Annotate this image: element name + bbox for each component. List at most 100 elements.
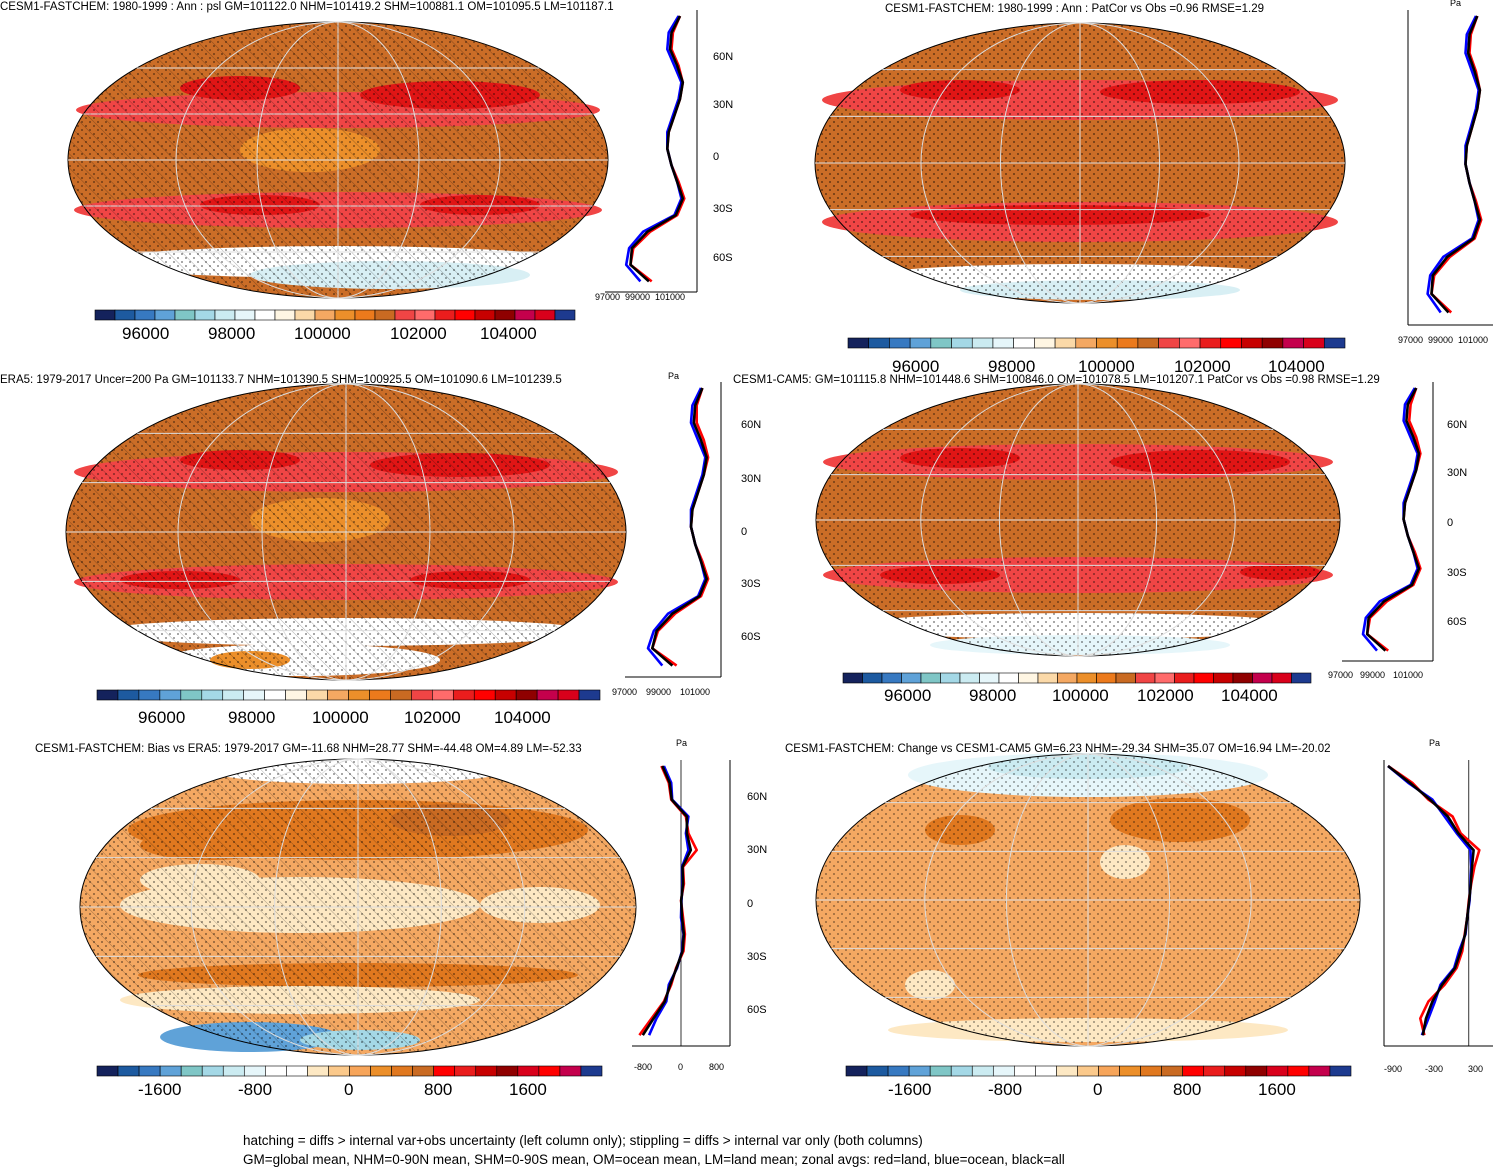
footer-hatching-note: hatching = diffs > internal var+obs unce… [243,1133,923,1148]
panel-3-lat-tick: 30N [741,473,761,485]
panel-3-colorbar-swatch [473,689,496,701]
panel-3-colorbar-swatch [180,689,203,701]
panel-3-x-tick: 101000 [680,687,710,697]
panel-5-colorbar-tick: 0 [344,1080,353,1099]
panel-1-colorbar: 96000 98000 100000 102000 104000 [122,324,537,343]
panel-4-colorbar-swatch [979,672,1000,684]
panel-1-colorbar-tick: 98000 [208,324,255,343]
panel-4-x-tick: 97000 [1328,670,1353,680]
panel-6-colorbar-swatch [1077,1065,1099,1077]
panel-6-colorbar-swatch [1140,1065,1162,1077]
panel-3-colorbar-tick: 100000 [312,708,369,727]
panel-4-colorbar-swatch [1232,672,1253,684]
panel-1-colorbar-swatch [234,309,256,321]
panel-2-colorbar-tick: 100000 [1078,357,1135,376]
panel-5-colorbar-swatch [391,1065,413,1077]
panel-5-colorbar-swatch [159,1065,182,1077]
panel-1-colorbar-swatch [254,309,276,321]
panel-1-lat-tick: 30N [713,99,733,111]
panel-3-axis-unit: Pa [668,371,679,381]
panel-3-colorbar-swatch [390,689,412,701]
panel-2-colorbar-swatch [1179,337,1201,349]
panel-6-colorbar-tick: 1600 [1258,1080,1296,1099]
panel-1-colorbar-swatch [274,309,296,321]
panel-5-zonal: Pa 60N 30N 0 30S 60S -800 0 800 [632,738,767,1072]
panel-6-colorbar-swatch [908,1065,931,1077]
panel-6-colorbar-swatch [950,1065,973,1077]
panel-5-colorbar-swatch [412,1065,434,1077]
panel-6-colorbar-swatch [845,1065,868,1077]
panel-5-lat-tick: 60S [747,1004,767,1016]
panel-5-colorbar-swatch [580,1065,603,1077]
panel-5-colorbar-swatch [454,1065,477,1077]
panel-1-colorbar-tick: 96000 [122,324,169,343]
panel-1-zonal-all-line [629,15,685,283]
panel-3-lat-tick: 60N [741,419,761,431]
panel-1-zonal: 60N 30N 0 30S 60S 97000 99000 101000 [595,10,733,302]
panel-6-colorbar-tick: -1600 [888,1080,931,1099]
panel-6-colorbar-swatch [866,1065,889,1077]
panel-3-colorbar-tick: 96000 [138,708,185,727]
panel-2-colorbar-swatch [1241,337,1263,349]
panel-2-colorbar-swatch [1137,337,1159,349]
panel-2-title: CESM1-FASTCHEM: 1980-1999 : Ann : PatCor… [885,3,1264,15]
panel-2-colorbar-swatch [1261,337,1284,349]
panel-4-colorbar-swatch [862,672,883,684]
panel-5-lat-tick: 60N [747,791,767,803]
panel-6-x-tick: 300 [1468,1064,1483,1074]
panel-3-colorbar-swatch [264,689,286,701]
panel-5-x-tick: 800 [709,1062,724,1072]
panel-5-colorbar-swatch [538,1065,561,1077]
panel-2-colorbar-swatch [1075,337,1097,349]
panel-3-colorbar-swatch [243,689,265,701]
panel-2-graticule [815,22,1345,304]
panel-1-colorbar-swatch [394,309,416,321]
panel-3-colorbar-swatch [285,689,307,701]
panel-3-x-tick: 97000 [612,687,637,697]
panel-1-colorbar-swatch [554,309,576,321]
panel-3-x-tick: 99000 [646,687,671,697]
panel-6-colorbar-swatch [1056,1065,1078,1077]
panel-5-colorbar-swatch [475,1065,498,1077]
panel-1-colorbar-swatch [154,309,176,321]
panel-1-colorbar-swatch [374,309,396,321]
panel-3-colorbar-swatch [96,689,119,701]
panel-2-colorbar-swatch [1013,337,1035,349]
panel-4-graticule [816,383,1340,657]
panel-1-colorbar-swatch [494,309,516,321]
panel-3-title: ERA5: 1979-2017 Uncer=200 Pa GM=101133.7… [0,374,562,386]
panel-2-colorbar-swatch [1323,337,1346,349]
panel-2-zonal: Pa 97000 99000 101000 [1398,0,1493,345]
panel-2-colorbar-swatch [971,337,994,349]
panel-6-colorbar-swatch [929,1065,952,1077]
panel-6-colorbar-tick: -800 [988,1080,1022,1099]
panel-2-x-tick: 101000 [1458,335,1488,345]
panel-4-lat-tick: 30S [1447,567,1467,579]
panel-6-colorbar: -1600 -800 0 800 1600 [888,1080,1296,1099]
panel-4-x-tick: 101000 [1393,670,1423,680]
panel-2-colorbar-swatch [847,337,870,349]
panel-5-colorbar-swatch [559,1065,582,1077]
panel-2-zonal-all-line [1430,15,1482,314]
panel-2-colorbar-tick: 96000 [892,357,939,376]
panel-5-lat-tick: 30N [747,844,767,856]
panel-3-lat-tick: 0 [741,526,747,538]
panel-4-zonal: 60N 30N 0 30S 60S 97000 99000 101000 [1328,382,1467,680]
panel-5-title: CESM1-FASTCHEM: Bias vs ERA5: 1979-2017 … [35,743,582,755]
panel-1-colorbar-swatch [294,309,316,321]
panel-3-colorbar-swatch [536,689,559,701]
panel-5-axis-unit: Pa [676,738,687,748]
panel-6-axis-unit: Pa [1429,738,1440,748]
panel-5-colorbar-swatch [180,1065,203,1077]
panel-5-x-tick: 0 [678,1062,683,1072]
panel-2: CESM1-FASTCHEM: 1980-1999 : Ann : PatCor… [814,0,1493,376]
panel-4-colorbar-swatch [1252,672,1273,684]
panel-2-colorbar-swatch [868,337,890,349]
panel-3-colorbar-swatch [411,689,433,701]
panel-1-x-tick: 101000 [655,292,685,302]
panel-4-colorbar-swatch [881,672,902,684]
panel-5-x-tick: -800 [634,1062,652,1072]
panel-4-lat-tick: 30N [1447,467,1467,479]
panel-4-colorbar-swatch [901,672,922,684]
